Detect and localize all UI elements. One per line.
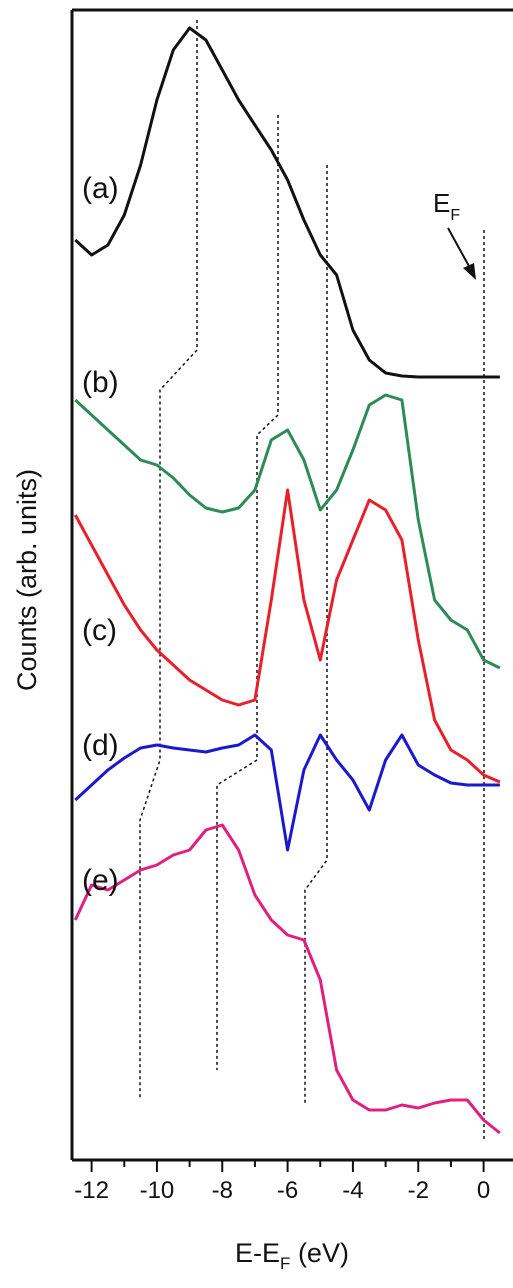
spectrum-line — [73, 488, 501, 784]
x-tick-label: -4 — [342, 1177, 363, 1204]
series-label: (b) — [82, 366, 119, 399]
spectrum-line — [73, 823, 501, 1135]
spectrum-line — [74, 393, 501, 670]
series-label: (a) — [82, 172, 119, 205]
x-label-main: E-E — [235, 1238, 280, 1268]
x-label-sub: F — [280, 1254, 290, 1273]
x-axis-label: E-EF (eV) — [235, 1238, 349, 1273]
x-label-tail: (eV) — [290, 1238, 349, 1268]
x-tick-label: -6 — [277, 1177, 298, 1204]
y-axis-label: Counts (arb. units) — [12, 469, 42, 691]
x-tick-label: -8 — [212, 1177, 233, 1204]
spectrum-line — [74, 26, 500, 379]
fermi-main: E — [433, 188, 450, 218]
spectrum-line — [74, 733, 500, 852]
series-label: (c) — [82, 614, 117, 647]
guide-lines — [139, 20, 485, 1140]
fermi-arrow — [447, 227, 476, 280]
x-tick-label: -10 — [140, 1177, 175, 1204]
x-tick-label: -12 — [74, 1177, 109, 1204]
x-tick-label: 0 — [477, 1177, 490, 1204]
series-label: (e) — [82, 864, 119, 897]
x-tick-label: -2 — [408, 1177, 429, 1204]
fermi-sub: F — [450, 207, 460, 224]
fermi-label: EF — [433, 188, 460, 224]
series-label: (d) — [82, 729, 119, 762]
